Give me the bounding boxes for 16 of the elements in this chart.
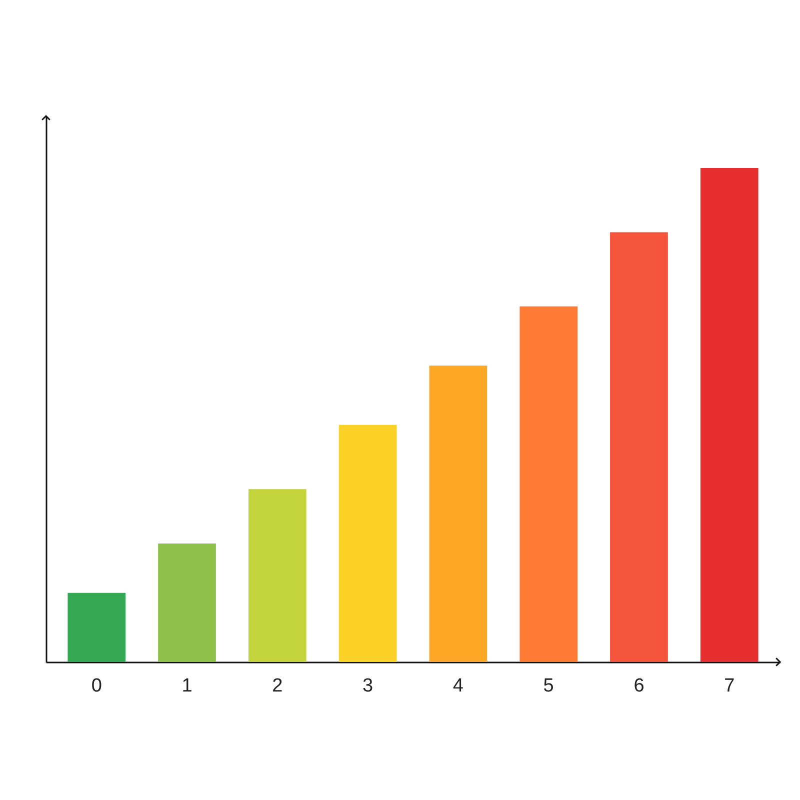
bar — [700, 168, 758, 662]
x-tick-label: 6 — [634, 676, 644, 696]
bar — [610, 232, 668, 662]
x-tick-label: 5 — [543, 676, 554, 696]
bar — [338, 424, 397, 662]
x-tick-label: 3 — [362, 676, 374, 696]
x-tick-label: 1 — [182, 676, 192, 696]
bar — [68, 592, 126, 662]
bar — [520, 306, 578, 662]
x-tick-label: 2 — [272, 676, 283, 696]
bar — [429, 366, 488, 662]
bar — [158, 543, 216, 662]
x-tick-label: 4 — [452, 676, 464, 696]
bar — [248, 489, 306, 662]
x-tick-label: 0 — [91, 676, 102, 696]
x-tick-label: 7 — [724, 676, 735, 696]
